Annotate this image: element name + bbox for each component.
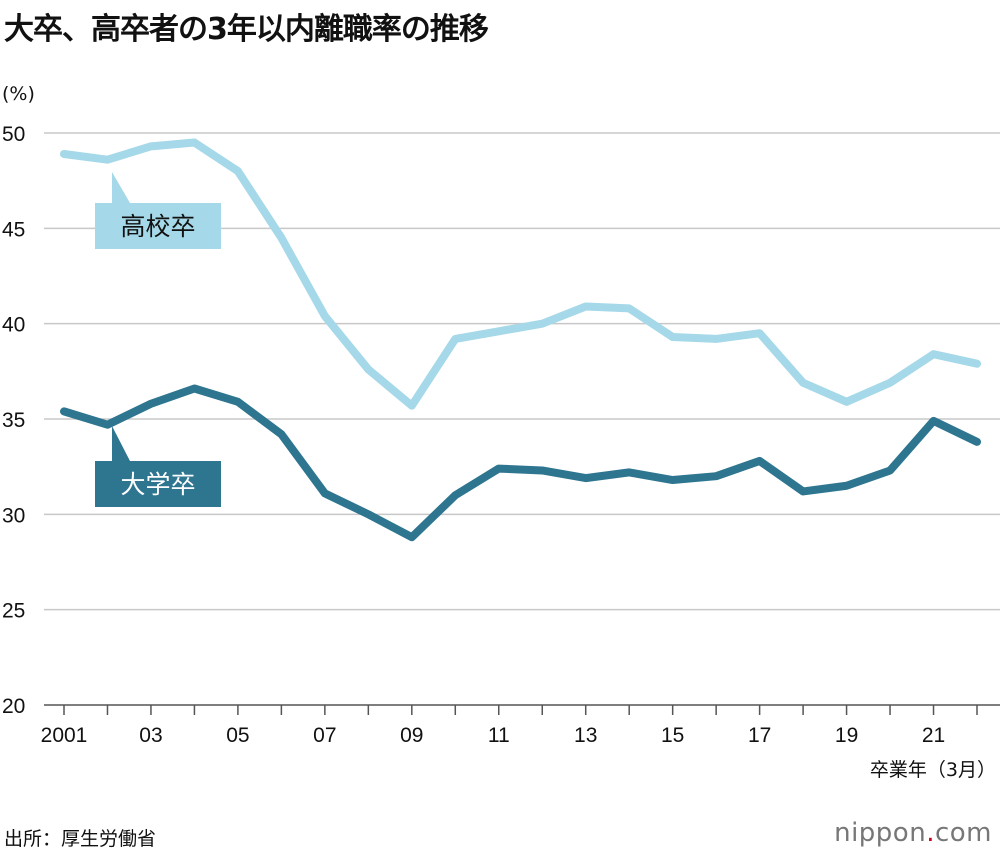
y-tick-label: 35 — [2, 409, 25, 432]
x-tick-label: 17 — [748, 724, 771, 747]
y-axis-label: (%) — [2, 83, 35, 105]
nippon-logo: nippon.com — [834, 818, 992, 848]
series-label: 高校卒 — [120, 212, 195, 241]
x-tick-label: 19 — [835, 724, 858, 747]
y-tick-label: 45 — [2, 218, 25, 241]
series-label-box — [95, 203, 221, 249]
x-tick-label: 07 — [313, 724, 336, 747]
chart-title: 大卒、高卒者の3年以内離職率の推移 — [4, 12, 489, 47]
series-label: 大学卒 — [120, 470, 195, 499]
x-tick-label: 09 — [400, 724, 423, 747]
x-tick-label: 21 — [922, 724, 945, 747]
x-tick-label: 15 — [661, 724, 684, 747]
x-tick-label: 11 — [488, 724, 510, 747]
x-tick-label: 2001 — [41, 724, 88, 747]
source-note: 出所：厚生労働省 — [4, 828, 157, 850]
x-tick-label: 05 — [226, 724, 249, 747]
series-label-box — [95, 461, 221, 507]
y-tick-label: 25 — [2, 600, 25, 623]
y-tick-label: 40 — [2, 314, 25, 337]
y-tick-label: 20 — [2, 695, 25, 718]
x-tick-label: 03 — [139, 724, 162, 747]
label-pointer — [112, 426, 130, 461]
x-tick-label: 13 — [574, 724, 597, 747]
label-pointer — [112, 172, 130, 203]
y-tick-label: 50 — [2, 123, 25, 146]
series-line — [60, 384, 981, 542]
series-line — [60, 138, 981, 410]
x-axis-label: 卒業年（3月） — [870, 759, 996, 781]
y-tick-label: 30 — [2, 504, 25, 527]
